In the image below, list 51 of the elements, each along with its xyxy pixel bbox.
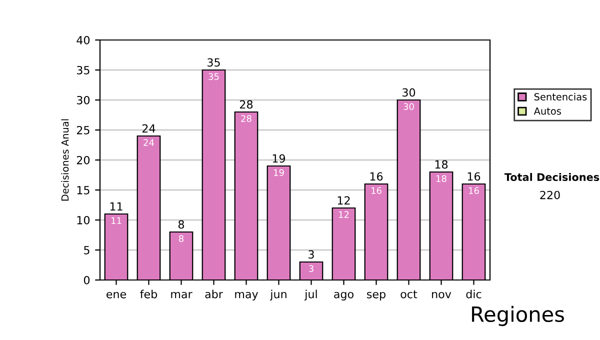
y-axis-title: Decisiones Anual (61, 119, 69, 201)
total-label: 28 (240, 100, 253, 109)
total-label: 16 (370, 172, 383, 181)
data-label: 12 (339, 211, 349, 218)
data-label: 16 (372, 187, 382, 194)
total-label: 18 (435, 160, 448, 169)
x-tick-label: mar (171, 292, 192, 298)
x-tick-label: jul (304, 290, 317, 300)
y-tick-label: 25 (76, 126, 90, 134)
x-tick-label: ene (106, 292, 126, 298)
x-tick-label: feb (140, 290, 158, 298)
total-label: 19 (272, 154, 286, 163)
total-label: 16 (468, 172, 480, 181)
data-label: 16 (469, 187, 479, 194)
data-label: 3 (309, 265, 314, 272)
data-label: 30 (404, 103, 414, 110)
x-tick-label: oct (400, 290, 418, 298)
legend-label: Autos (534, 108, 561, 115)
legend-label: Sentencias (534, 92, 587, 100)
total-label: 3 (308, 250, 314, 259)
data-label: 18 (436, 175, 446, 182)
y-tick-label: 0 (84, 276, 90, 284)
y-tick-label: 5 (84, 246, 90, 254)
text: Total Decisiones (504, 172, 600, 182)
x-tick-label: abr (205, 290, 223, 298)
total-label: 11 (110, 202, 122, 210)
data-label: 19 (274, 169, 284, 176)
total-label: 12 (338, 196, 350, 204)
data-label: 24 (144, 139, 154, 146)
y-tick-label: 35 (76, 66, 90, 74)
x-tick-label: jun (270, 290, 286, 300)
text: 220 (540, 190, 560, 200)
data-label: 35 (208, 73, 219, 80)
total-label: 30 (402, 88, 416, 97)
data-label: 8 (178, 235, 184, 242)
data-label: 28 (241, 115, 252, 122)
x-tick-label: sep (367, 292, 386, 300)
total-label: 35 (208, 58, 220, 67)
y-tick-label: 15 (77, 186, 90, 194)
x-tick-label: nov (432, 292, 452, 298)
x-tick-label: dic (466, 290, 482, 298)
y-tick-label: 30 (76, 96, 90, 104)
data-label: 11 (112, 217, 122, 224)
x-tick-label: ago (334, 292, 354, 300)
total-label: 8 (178, 220, 184, 229)
x-tick-label: may (235, 292, 258, 300)
y-tick-label: 10 (77, 216, 90, 224)
text: Regiones (472, 306, 564, 326)
y-tick-label: 40 (76, 36, 90, 44)
total-label: 24 (142, 124, 156, 132)
y-tick-label: 20 (76, 156, 90, 164)
